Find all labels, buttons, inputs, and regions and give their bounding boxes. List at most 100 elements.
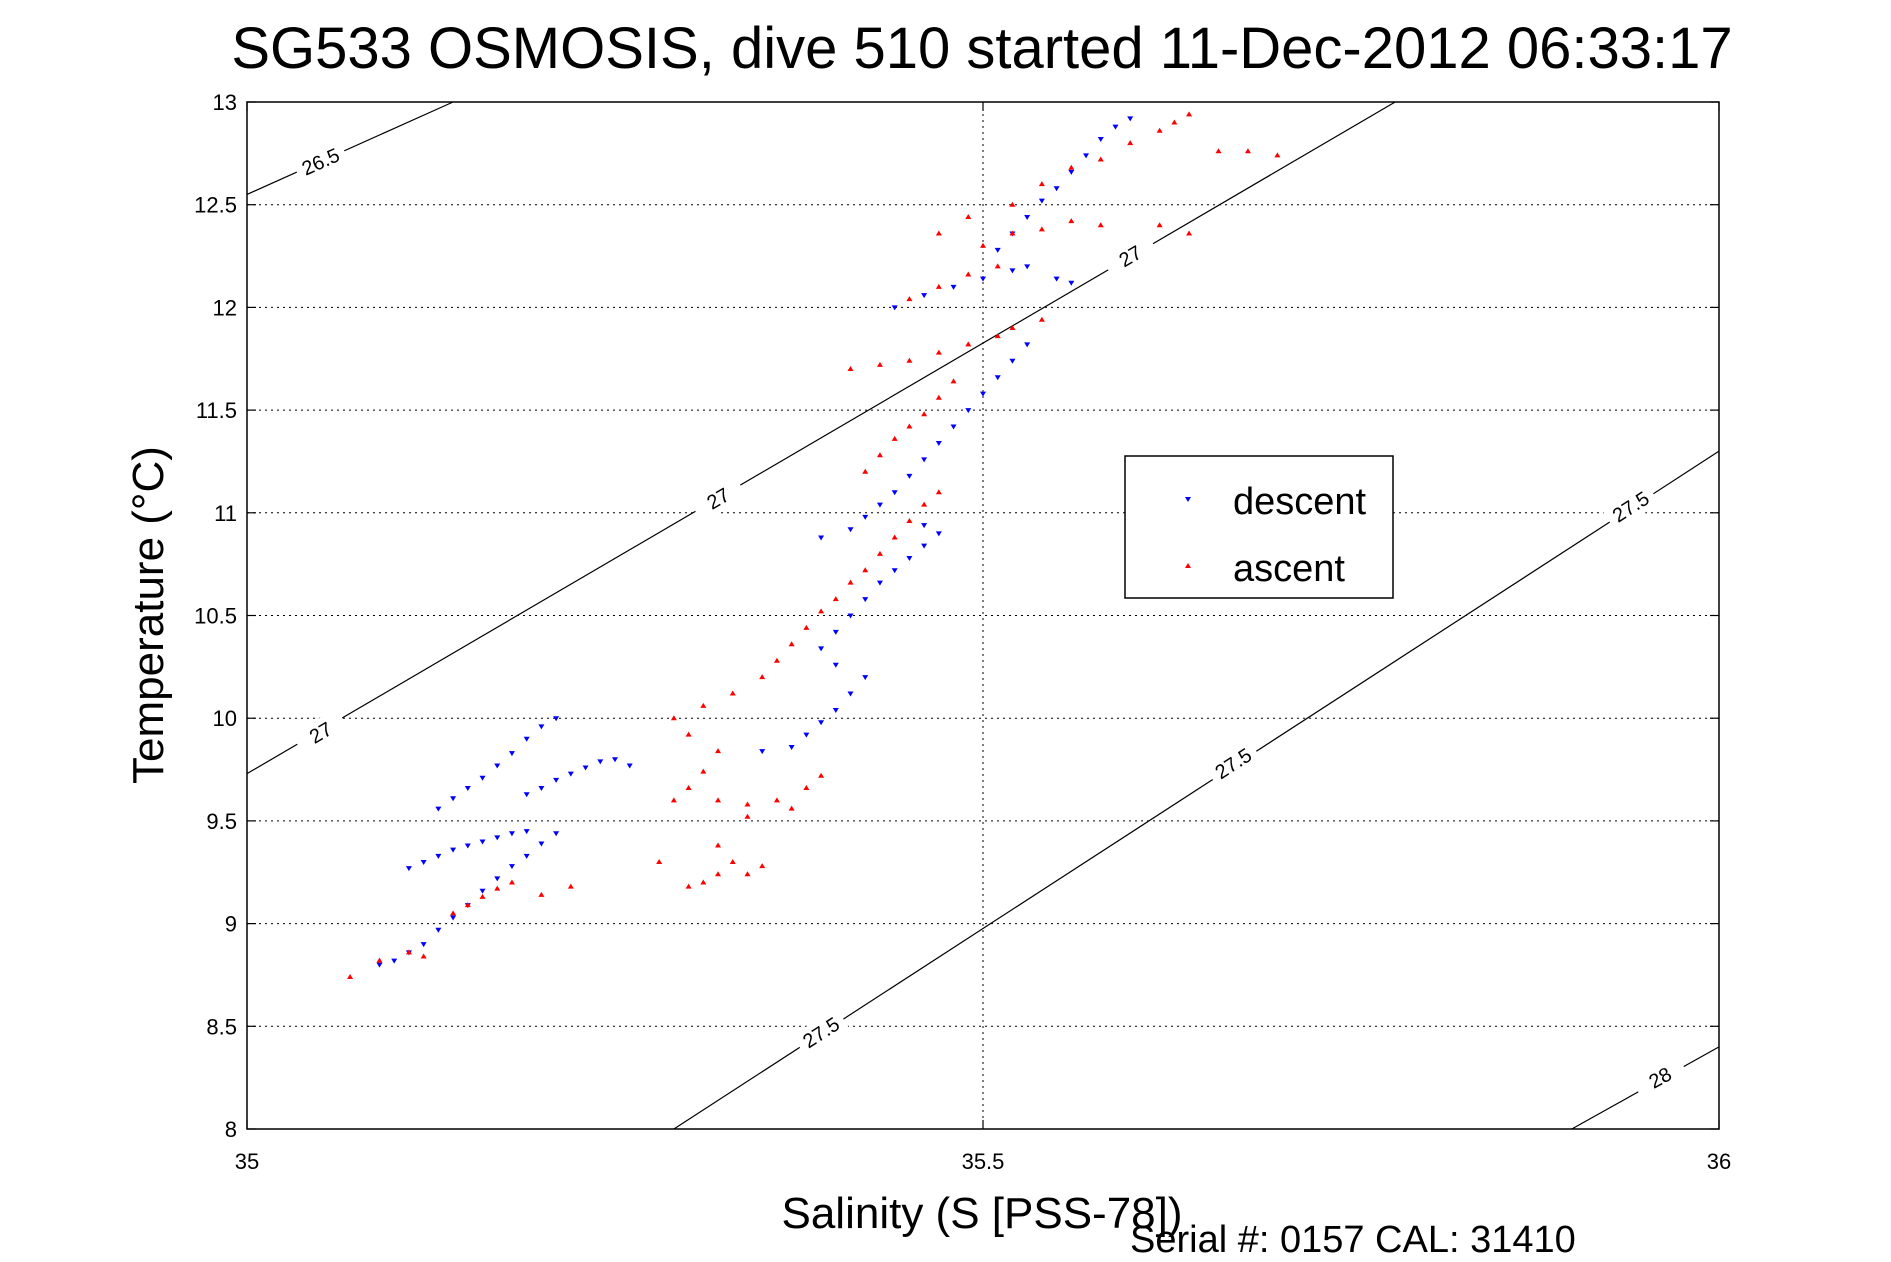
ascent-point — [773, 657, 780, 663]
ascent-point — [567, 883, 574, 889]
descent-point — [508, 831, 515, 837]
ascent-point — [729, 858, 736, 864]
contour-label-gap — [291, 139, 350, 185]
contour-28: 28 — [1571, 1046, 1720, 1130]
ascent-point — [906, 518, 913, 524]
ascent-point — [876, 361, 883, 367]
ascent-point — [656, 858, 663, 864]
descent-point — [494, 835, 501, 841]
ascent-point — [788, 805, 795, 811]
descent-point — [994, 247, 1001, 253]
descent-point — [612, 757, 618, 763]
ascent-point — [479, 893, 486, 899]
ascent-point — [876, 452, 883, 458]
descent-point — [891, 490, 898, 496]
descent-point — [980, 391, 986, 397]
descent-point — [523, 792, 530, 798]
descent-point — [847, 613, 854, 619]
descent-point — [1053, 276, 1060, 282]
ascent-point — [685, 785, 692, 791]
descent-point — [906, 473, 913, 479]
ascent-point — [538, 891, 545, 897]
descent-point — [921, 523, 928, 529]
descent-point — [626, 763, 633, 769]
descent-point — [876, 502, 883, 508]
ascent-point — [759, 863, 766, 869]
ascent-point — [1244, 148, 1251, 154]
ascent-point — [744, 801, 751, 807]
descent-point — [479, 775, 486, 781]
descent-point — [818, 535, 825, 541]
descent-point — [391, 958, 398, 964]
ascent-point — [921, 411, 928, 417]
y-tick-label: 10.5 — [194, 604, 237, 629]
y-axis-label: Temperature (°C) — [124, 446, 173, 784]
descent-point — [921, 543, 928, 549]
series-ascent — [347, 111, 1281, 980]
contour-label-gap — [689, 474, 748, 523]
ascent-point — [862, 567, 869, 573]
ascent-point — [715, 871, 722, 877]
descent-point — [818, 646, 825, 652]
ascent-point — [715, 797, 722, 803]
ascent-point — [464, 902, 471, 908]
descent-point — [759, 749, 766, 755]
ascent-point — [803, 785, 810, 791]
ascent-point — [891, 435, 898, 441]
contour-label-gap — [1631, 1053, 1690, 1102]
ascent-point — [891, 534, 898, 540]
ascent-point — [788, 641, 795, 647]
descent-point — [1127, 116, 1134, 122]
ascent-point — [494, 885, 501, 891]
descent-point — [1038, 198, 1045, 204]
ascent-point — [862, 468, 869, 474]
descent-point — [450, 915, 457, 921]
contour-line — [673, 450, 1720, 1130]
series-descent — [376, 116, 1134, 968]
descent-point — [862, 675, 869, 681]
ascent-point — [1068, 164, 1075, 170]
ascent-point — [994, 333, 1001, 339]
ascent-point — [818, 608, 825, 614]
descent-point — [1024, 215, 1031, 221]
ascent-point — [685, 731, 692, 737]
descent-point — [862, 597, 869, 603]
ascent-point — [935, 349, 942, 355]
ascent-point — [1009, 230, 1016, 236]
descent-point — [847, 527, 854, 533]
ascent-point — [1171, 119, 1178, 125]
x-tick-label: 35 — [235, 1149, 259, 1174]
ascent-point — [759, 674, 766, 680]
legend: descent ascent — [1124, 455, 1394, 599]
ascent-point — [921, 501, 928, 507]
descent-point — [538, 786, 545, 792]
ascent-point — [508, 879, 515, 885]
ascent-point — [1038, 316, 1045, 322]
ascent-point — [803, 624, 810, 630]
ascent-point — [773, 797, 780, 803]
ascent-point — [950, 378, 957, 384]
ascent-point — [420, 953, 427, 959]
descent-point — [1009, 358, 1016, 364]
descent-point — [965, 408, 972, 414]
serial-cal-text: Serial #: 0157 CAL: 31410 — [1130, 1219, 1576, 1261]
ascent-point — [405, 949, 412, 955]
descent-point — [435, 806, 442, 812]
ascent-point — [744, 813, 751, 819]
y-tick-label: 10 — [213, 706, 237, 731]
descent-point — [538, 724, 545, 730]
legend-label-descent: descent — [1233, 481, 1367, 523]
descent-point — [1053, 186, 1060, 192]
descent-point — [479, 888, 486, 894]
ascent-point — [818, 772, 825, 778]
ascent-point — [700, 702, 707, 708]
descent-point — [788, 744, 795, 750]
descent-point — [1024, 264, 1031, 270]
ascent-point — [1127, 140, 1134, 146]
ascent-point — [347, 974, 354, 980]
y-tick-label: 11 — [214, 501, 237, 526]
descent-point — [567, 771, 574, 777]
descent-point — [435, 927, 442, 933]
axis-ticks: 35 35.5 36 8 8.5 9 9.5 10 10.5 11 11.5 12 12.5 13 — [194, 90, 1731, 1174]
descent-point — [420, 942, 427, 948]
